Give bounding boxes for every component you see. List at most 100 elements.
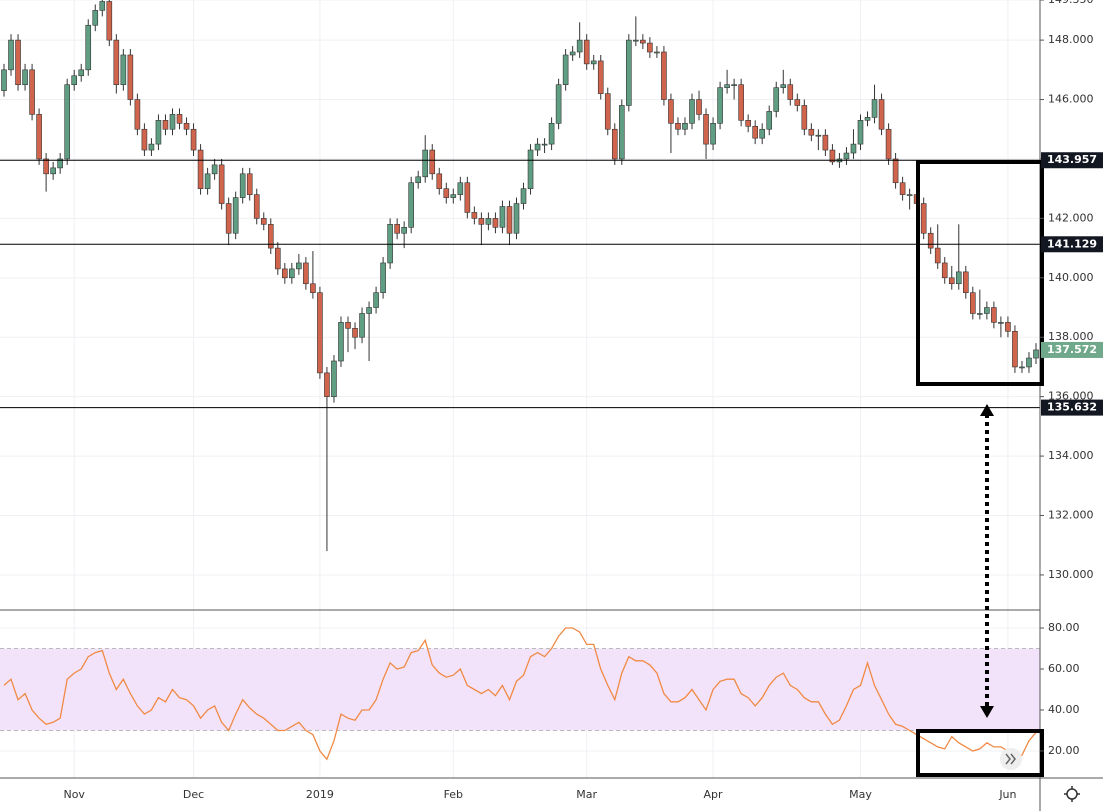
candle-body	[338, 322, 344, 362]
settings-button[interactable]	[1066, 788, 1078, 800]
last-price-box	[1041, 341, 1103, 358]
y-tick-label: 148.000	[1048, 33, 1094, 46]
candle-body	[927, 232, 934, 249]
candle-body	[787, 84, 794, 100]
candle-body	[654, 51, 660, 54]
x-tick-label: Nov	[63, 788, 85, 801]
candle-body	[253, 194, 260, 219]
candle-body	[569, 51, 576, 56]
candle-body	[387, 224, 393, 264]
candle-body	[640, 39, 646, 44]
candle-body	[534, 143, 541, 151]
highlight-box	[916, 160, 1044, 386]
candle-body	[885, 128, 892, 160]
candle-body	[1, 69, 7, 91]
candle-body	[647, 42, 653, 53]
candle-body	[822, 134, 829, 151]
scroll-button[interactable]	[1000, 748, 1022, 770]
candle-body	[857, 120, 864, 145]
candle-body	[85, 24, 92, 71]
scroll-icon[interactable]	[1005, 753, 1016, 765]
candle-body	[955, 271, 962, 285]
candle-body	[239, 173, 246, 198]
candle-body	[752, 125, 758, 139]
candle-body	[604, 93, 611, 130]
candle-body	[548, 123, 555, 145]
candle-body	[541, 143, 548, 146]
settings-icon	[1064, 786, 1080, 802]
candle-body	[780, 84, 787, 88]
x-tick-label: Mar	[576, 788, 597, 801]
candle-body	[843, 152, 850, 160]
y-tick-label: 140.000	[1048, 271, 1094, 284]
candle-body	[984, 307, 990, 314]
candle-body	[759, 128, 766, 139]
candle-body	[1033, 349, 1039, 359]
candle-body	[211, 164, 218, 175]
candle-body	[450, 194, 457, 198]
candle-body	[289, 268, 295, 279]
candle-body	[941, 262, 948, 279]
candle-body	[682, 123, 688, 130]
candle-body	[464, 182, 471, 213]
y-tick-label: 40.00	[1048, 703, 1080, 716]
candle-body	[436, 173, 443, 189]
candle-body	[71, 75, 78, 85]
candle-body	[724, 84, 730, 88]
candle-body	[303, 262, 309, 285]
candle-body	[815, 134, 822, 137]
candle-body	[225, 203, 232, 234]
candle-body	[906, 194, 913, 196]
candle-body	[970, 292, 976, 314]
candle-body	[415, 176, 422, 184]
candle-body	[324, 372, 330, 397]
level-label: 135.632	[1047, 401, 1097, 414]
candle-body	[794, 99, 801, 106]
plot	[0, 0, 1040, 761]
candle-body	[155, 120, 162, 145]
candle-body	[689, 99, 695, 124]
candle-body	[977, 313, 983, 315]
candle-body	[141, 128, 148, 151]
candle-body	[661, 51, 667, 100]
candle-body	[394, 224, 400, 234]
candle-body	[618, 105, 625, 160]
candle-body	[864, 117, 871, 121]
candle-body	[773, 87, 780, 112]
candle-body	[738, 84, 744, 121]
x-tick-label: May	[849, 788, 872, 801]
candle-body	[626, 39, 632, 106]
candle-body	[422, 149, 429, 178]
candle-body	[106, 1, 113, 41]
candle-body	[64, 84, 70, 160]
candle-body	[134, 99, 141, 130]
candle-body	[871, 99, 878, 118]
rsi-line	[3, 627, 1037, 761]
candle-body	[962, 271, 969, 293]
candle-body	[232, 197, 239, 234]
candle-body	[675, 123, 681, 130]
candle-body	[183, 123, 190, 130]
candle-body	[92, 10, 99, 26]
candle-body	[1019, 366, 1025, 369]
candle-body	[703, 114, 709, 145]
level-label: 141.129	[1047, 237, 1097, 250]
candle-body	[43, 158, 49, 175]
y-tick-label: 134.000	[1048, 449, 1094, 462]
candle-body	[317, 292, 323, 374]
y-tick-label: 132.000	[1048, 509, 1094, 522]
candle-body	[948, 277, 955, 285]
candle-body	[499, 206, 506, 228]
y-tick-label: 138.000	[1048, 330, 1094, 343]
candle-body	[583, 39, 590, 65]
last-price-label: 137.572	[1047, 343, 1097, 356]
candle-body	[731, 84, 737, 86]
candle-body	[478, 218, 485, 225]
candle-body	[520, 188, 527, 204]
candle-body	[190, 128, 197, 151]
candle-body	[1005, 322, 1011, 332]
candle-body	[506, 206, 513, 234]
candle-body	[169, 114, 176, 130]
candle-body	[22, 69, 28, 85]
